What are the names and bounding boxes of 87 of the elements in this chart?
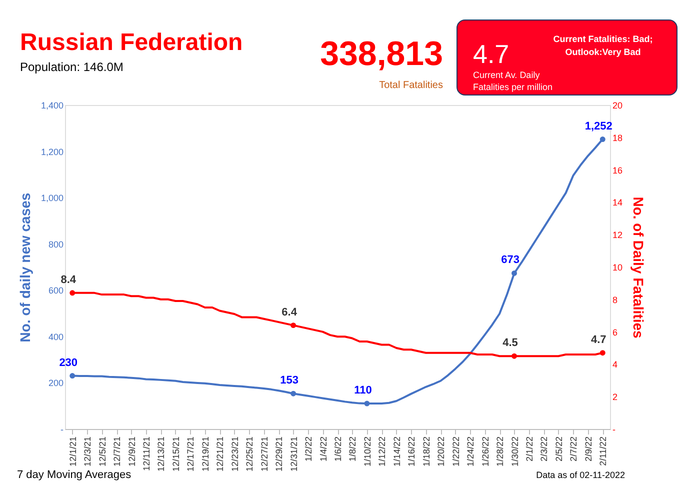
point xyxy=(512,270,517,276)
x-tick-label: 12/23/21 xyxy=(230,436,240,472)
x-tick-label: 12/25/21 xyxy=(244,436,255,472)
x-tick-label: 12/27/21 xyxy=(259,436,270,472)
y2-axis-title: No. of Daily Fatalities xyxy=(630,196,647,339)
point xyxy=(290,390,296,396)
y2-tick-label: 16 xyxy=(612,165,623,176)
y-tick-label: 400 xyxy=(48,332,64,342)
x-tick-label: 1/2/22 xyxy=(304,436,314,462)
y2-tick-label: 6 xyxy=(612,327,618,338)
x-tick-label: 1/26/22 xyxy=(480,436,490,467)
y2-tick-label: 2 xyxy=(612,392,618,402)
point xyxy=(512,353,517,359)
y2-tick-label: 8 xyxy=(612,294,618,305)
y-tick-label: 1,000 xyxy=(40,193,64,204)
x-tick-label: 2/11/22 xyxy=(598,436,608,466)
x-tick-label: 12/13/21 xyxy=(156,436,166,472)
y-tick-label: 1,200 xyxy=(40,146,64,157)
x-tick-label: 1/20/22 xyxy=(436,436,446,467)
point xyxy=(600,136,606,142)
text: Data as of 02-11-2022 xyxy=(536,470,625,480)
text: Outlook:Very Bad xyxy=(565,47,641,57)
y2-tick-label: 20 xyxy=(612,100,623,110)
x-tick-label: 1/4/22 xyxy=(318,436,328,462)
data-label: 4.7 xyxy=(590,334,606,346)
x-tick-label: 1/28/22 xyxy=(495,436,506,467)
y-tick-label: 800 xyxy=(48,239,64,250)
y-tick-label: 600 xyxy=(48,286,64,296)
x-tick-label: 12/17/21 xyxy=(186,436,196,472)
x-tick-label: 1/16/22 xyxy=(406,436,417,467)
text: 4.7 xyxy=(473,39,510,69)
text: 338,813 xyxy=(320,35,443,73)
y-tick-label: 200 xyxy=(48,378,64,388)
chart-title: Russian Federation xyxy=(20,29,243,56)
x-tick-label: 12/1/21 xyxy=(68,436,78,467)
y2-tick-label: 14 xyxy=(612,198,623,208)
data-label: 8.4 xyxy=(60,274,77,286)
y-axis-title: No. of daily new cases xyxy=(16,192,33,342)
text: Current Fatalities: Bad; xyxy=(553,34,653,44)
text: 7 day Moving Averages xyxy=(17,469,132,481)
x-tick-label: 1/12/22 xyxy=(377,436,388,467)
y2-tick-label: 12 xyxy=(612,230,623,240)
data-label: 6.4 xyxy=(282,306,298,318)
text: Fatalities per million xyxy=(473,82,553,92)
x-tick-label: 12/5/21 xyxy=(97,436,108,467)
text: Total Fatalities xyxy=(379,80,443,91)
x-tick-label: 12/29/21 xyxy=(274,436,284,472)
x-tick-label: 12/11/21 xyxy=(142,436,152,471)
data-label: 110 xyxy=(354,384,372,397)
x-tick-label: 12/21/21 xyxy=(215,436,226,472)
text: Current Av. Daily xyxy=(473,70,540,80)
x-tick-label: 1/30/22 xyxy=(510,436,520,467)
x-tick-label: 1/8/22 xyxy=(348,436,358,462)
data-label: 673 xyxy=(501,254,520,266)
x-tick-label: 12/19/21 xyxy=(200,436,210,472)
y2-tick-label: 4 xyxy=(612,360,618,370)
point xyxy=(70,290,76,296)
x-tick-label: 2/5/22 xyxy=(554,436,564,462)
data-label: 4.5 xyxy=(502,337,518,350)
x-tick-label: 1/14/22 xyxy=(392,436,402,467)
x-tick-label: 2/3/22 xyxy=(539,436,550,462)
x-tick-label: 12/3/21 xyxy=(82,436,93,467)
y2-tick-label: - xyxy=(612,424,616,434)
data-label: 230 xyxy=(59,356,78,369)
x-tick-label: 2/9/22 xyxy=(583,436,594,462)
x-tick-label: 1/10/22 xyxy=(362,436,372,467)
point xyxy=(290,322,296,328)
x-tick-label: 12/7/21 xyxy=(112,436,122,467)
data-label: 153 xyxy=(280,374,298,387)
y-tick-label: 1,400 xyxy=(40,100,64,110)
x-tick-label: 1/24/22 xyxy=(466,436,476,467)
x-tick-label: 12/15/21 xyxy=(170,436,181,472)
y2-tick-label: 18 xyxy=(612,132,623,143)
x-tick-label: 1/22/22 xyxy=(450,436,461,467)
y-tick-label: - xyxy=(60,424,64,434)
data-label: 1,252 xyxy=(584,120,612,132)
point xyxy=(600,350,606,356)
point xyxy=(364,400,370,406)
y2-tick-label: 10 xyxy=(612,262,623,272)
x-tick-label: 1/18/22 xyxy=(421,436,432,467)
chart-subtitle: Population: 146.0M xyxy=(20,60,124,74)
point xyxy=(70,373,76,379)
x-tick-label: 2/7/22 xyxy=(568,436,579,462)
x-tick-label: 2/1/22 xyxy=(524,436,534,462)
x-tick-label: 12/31/21 xyxy=(288,436,299,472)
x-tick-label: 1/6/22 xyxy=(333,436,343,462)
x-tick-label: 12/9/21 xyxy=(126,436,137,467)
